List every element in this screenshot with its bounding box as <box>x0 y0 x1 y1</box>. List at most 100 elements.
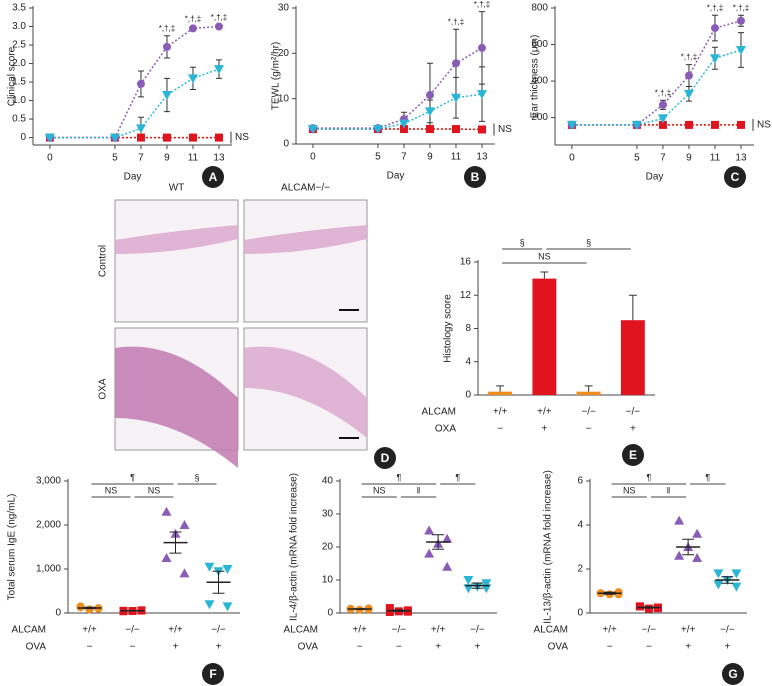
y-tick-label: 4 <box>465 356 471 367</box>
row-cell: + <box>435 642 441 653</box>
sem-bar <box>682 538 695 556</box>
marker <box>136 133 145 142</box>
marker <box>179 520 190 529</box>
x-tick-label: 5 <box>634 153 640 164</box>
y-tick-label: 20 <box>278 48 290 59</box>
tissue <box>115 346 238 468</box>
row-cell: − <box>586 424 592 435</box>
y-tick-label: 30 <box>278 3 290 14</box>
marker <box>684 71 693 80</box>
row-cell: + <box>216 642 222 653</box>
histology-image <box>243 199 368 323</box>
marker <box>731 569 742 579</box>
y-tick-label: 400 <box>531 76 548 87</box>
marker <box>692 528 703 538</box>
x-tick-label: 11 <box>451 152 462 163</box>
bracket-label: NS <box>105 485 118 495</box>
row-label: OVA <box>26 642 47 653</box>
y-tick-label: 4 <box>577 520 583 531</box>
marker <box>424 107 435 117</box>
annotation: *,†,‡ <box>733 3 749 12</box>
marker <box>179 568 190 578</box>
sem-bar <box>83 606 96 610</box>
bracket-label: § <box>586 237 591 247</box>
y-tick-label: 20 <box>322 542 334 553</box>
marker <box>566 120 577 130</box>
marker <box>162 42 171 51</box>
panel-letter: B <box>471 170 480 184</box>
row-label: OVA <box>548 642 569 653</box>
annotation: *,†,‡ <box>474 0 490 9</box>
panel-letter: A <box>209 170 218 184</box>
series-line <box>571 20 742 126</box>
row-cell: + <box>541 424 547 435</box>
y-tick-label: 10 <box>278 93 290 104</box>
marker <box>736 16 745 25</box>
y-axis-label: Total serum IgE (ng/mL) <box>7 494 18 601</box>
sem-bar <box>353 608 366 610</box>
marker <box>614 590 623 599</box>
row-cell: + <box>685 642 691 653</box>
row-cell: + <box>474 642 480 653</box>
marker <box>736 120 745 129</box>
y-tick-label: 10 <box>322 575 334 586</box>
marker <box>222 602 233 612</box>
bracket-label: § <box>520 237 525 247</box>
marker <box>476 90 487 100</box>
panel-letter: E <box>629 448 637 462</box>
row-cell: +/+ <box>431 625 446 636</box>
marker <box>631 120 642 130</box>
row-cell: − <box>357 642 363 653</box>
y-tick-label: 2 <box>577 564 583 575</box>
row-label: ALCAM <box>284 625 318 636</box>
marker <box>214 22 223 31</box>
marker <box>683 89 694 99</box>
y-tick-label: 40 <box>322 476 334 487</box>
row-cell: −/− <box>392 625 407 636</box>
marker <box>674 515 685 525</box>
sem-bar <box>432 534 445 550</box>
y-tick-label: 2.0 <box>12 58 26 69</box>
marker <box>424 525 435 535</box>
row-cell: −/− <box>211 625 226 636</box>
marker <box>204 562 215 572</box>
series-line <box>49 68 220 139</box>
marker <box>385 608 394 617</box>
row-cell: +/+ <box>602 625 617 636</box>
panel-badge <box>722 663 744 685</box>
marker <box>307 125 318 135</box>
row-cell: −/− <box>720 625 735 636</box>
x-tick-label: 13 <box>735 153 747 164</box>
y-tick-label: 3.0 <box>12 21 26 32</box>
marker <box>214 133 223 142</box>
marker <box>442 533 453 543</box>
marker <box>477 43 486 52</box>
y-axis-label: Ear thickness (μm) <box>530 35 541 119</box>
bracket-label: § <box>194 472 199 482</box>
sem-bar <box>212 570 225 594</box>
y-tick-label: 800 <box>531 3 548 14</box>
bracket-label: NS <box>373 485 386 495</box>
bracket-label: ¶ <box>396 472 401 482</box>
y-tick-label: 2,000 <box>36 520 61 531</box>
x-axis-label: Day <box>387 171 405 182</box>
panel-letter: D <box>381 451 390 465</box>
marker <box>109 133 120 143</box>
row-label: ALCAM <box>534 625 568 636</box>
marker <box>372 125 383 135</box>
column-label: ALCAM−/− <box>281 183 330 194</box>
y-tick-label: 6 <box>577 476 583 487</box>
y-tick-label: 2.5 <box>12 40 26 51</box>
marker <box>709 54 720 64</box>
marker <box>735 46 746 56</box>
note: NS <box>498 124 512 135</box>
x-tick-label: 9 <box>164 153 170 164</box>
marker <box>442 561 453 571</box>
panel-letter: C <box>731 170 740 184</box>
x-tick-label: 11 <box>710 153 721 164</box>
sem-bar <box>392 609 405 612</box>
y-axis-label: IL-4/β-actin (mRNA fold increase) <box>289 473 300 621</box>
row-cell: +/+ <box>681 625 696 636</box>
marker <box>451 125 460 134</box>
